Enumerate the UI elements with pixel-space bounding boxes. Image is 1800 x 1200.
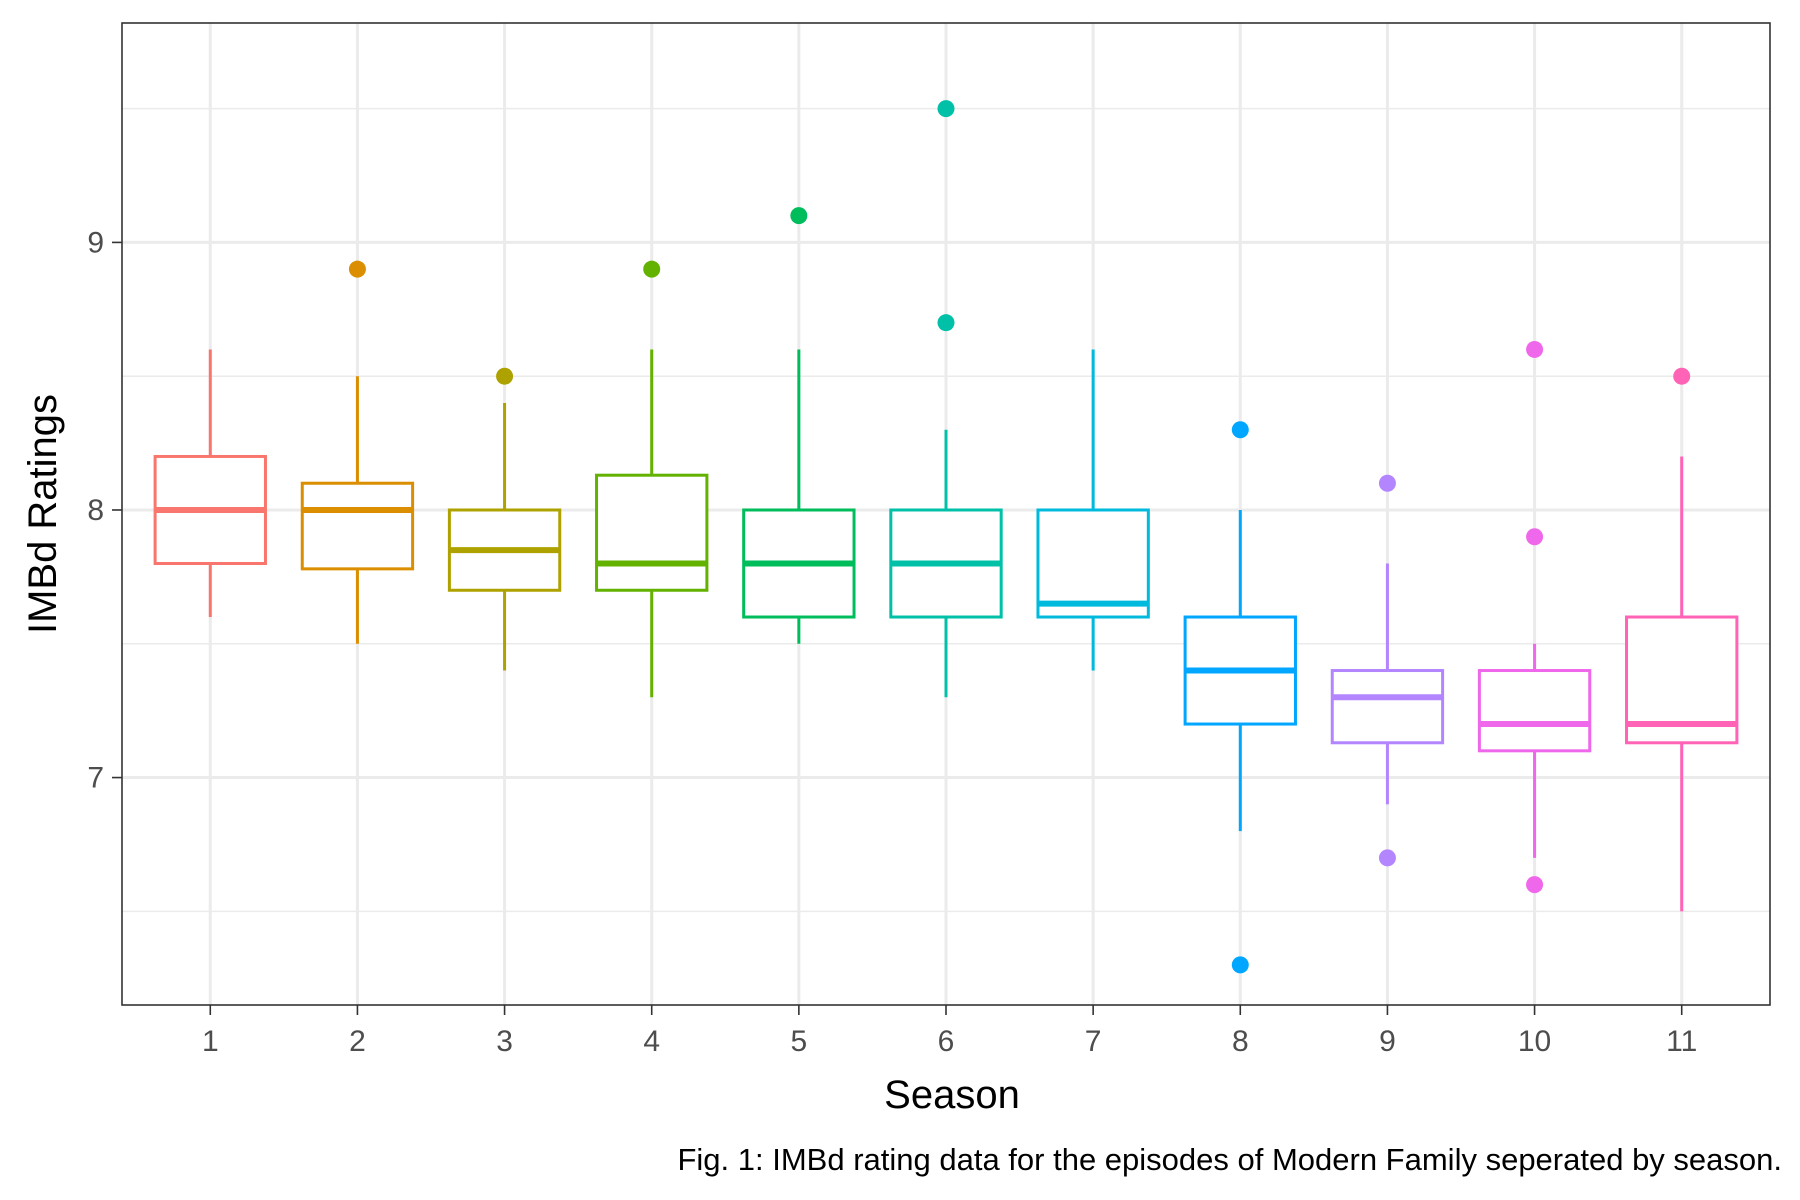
outlier-point (937, 314, 955, 332)
box-season-8 (1183, 421, 1297, 974)
outlier-point (937, 100, 955, 118)
box-season-7 (1036, 349, 1150, 671)
x-tick-label: 5 (791, 1025, 808, 1058)
x-axis-title: Season (884, 1073, 1020, 1117)
box-season-3 (447, 367, 562, 671)
y-tick-label: 8 (87, 494, 104, 527)
x-tick-label: 6 (938, 1025, 955, 1058)
x-tick-label: 11 (1666, 1025, 1697, 1058)
box-season-10 (1477, 340, 1592, 894)
x-tick-label: 2 (349, 1025, 366, 1058)
iqr-box (1477, 669, 1592, 753)
y-axis-title: IMBd Ratings (21, 394, 65, 634)
box-season-11 (1625, 367, 1739, 912)
box-season-9 (1330, 474, 1445, 867)
axes: 7 8 9 1 2 3 4 5 6 7 8 9 10 11 (87, 226, 1697, 1058)
x-tick-label: 3 (496, 1025, 513, 1058)
x-tick-label: 9 (1379, 1025, 1396, 1058)
outlier-point (1378, 849, 1396, 867)
x-tick-label: 8 (1232, 1025, 1249, 1058)
y-tick-label: 7 (87, 762, 104, 795)
x-tick-label: 1 (202, 1025, 219, 1058)
outlier-point (790, 207, 808, 225)
outlier-point (1378, 474, 1396, 492)
outlier-point (1231, 421, 1249, 439)
outlier-point (496, 367, 514, 385)
box-season-5 (742, 207, 856, 644)
outlier-point (1231, 956, 1249, 974)
iqr-box (1036, 508, 1150, 619)
outlier-point (1526, 528, 1544, 546)
box-season-6 (889, 100, 1003, 698)
x-tick-label: 4 (643, 1025, 660, 1058)
outlier-point (1673, 367, 1691, 385)
figure-caption: Fig. 1: IMBd rating data for the episode… (677, 1142, 1782, 1177)
iqr-box (300, 481, 415, 571)
x-tick-label: 7 (1085, 1025, 1102, 1058)
iqr-box (595, 473, 709, 592)
outlier-point (348, 260, 366, 278)
box-season-1 (153, 349, 267, 618)
outlier-point (1526, 876, 1544, 894)
outlier-point (643, 260, 661, 278)
box-season-2 (300, 260, 415, 644)
outlier-point (1526, 340, 1544, 358)
box-season-4 (595, 260, 709, 698)
x-tick-label: 10 (1518, 1025, 1551, 1058)
boxes (153, 100, 1739, 974)
y-tick-label: 9 (87, 226, 104, 259)
iqr-box (1330, 669, 1445, 745)
